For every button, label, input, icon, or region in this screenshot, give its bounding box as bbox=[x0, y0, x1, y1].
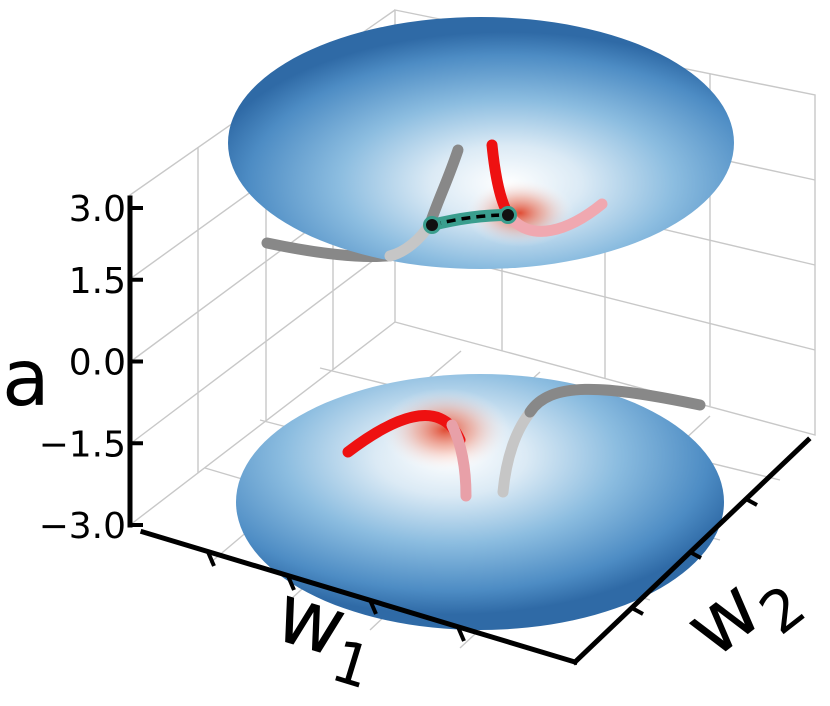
x-axis-line bbox=[139, 528, 579, 666]
path-start-marker bbox=[423, 216, 441, 234]
axes: 3.0 1.5 0.0 −1.5 −3.0 bbox=[39, 189, 812, 666]
lower-red-trajectory-faded bbox=[446, 419, 472, 502]
z-tick-label: −1.5 bbox=[39, 424, 126, 465]
lower-gray-trajectory bbox=[524, 383, 706, 418]
z-tick-label: −3.0 bbox=[39, 506, 126, 547]
path-end-marker bbox=[499, 206, 517, 224]
upper-surface bbox=[228, 17, 734, 269]
y-tick-marks bbox=[631, 497, 758, 616]
z-axis-label: a bbox=[2, 334, 50, 424]
upper-red-trajectory-faded bbox=[502, 198, 608, 237]
z-ticks: 3.0 1.5 0.0 −1.5 −3.0 bbox=[39, 189, 143, 547]
z-tick-label: 0.0 bbox=[69, 343, 126, 384]
z-tick-label: 3.0 bbox=[69, 189, 126, 230]
z-tick-label: 1.5 bbox=[69, 261, 126, 302]
x-tick-marks bbox=[206, 551, 466, 642]
lower-surface bbox=[236, 374, 724, 630]
